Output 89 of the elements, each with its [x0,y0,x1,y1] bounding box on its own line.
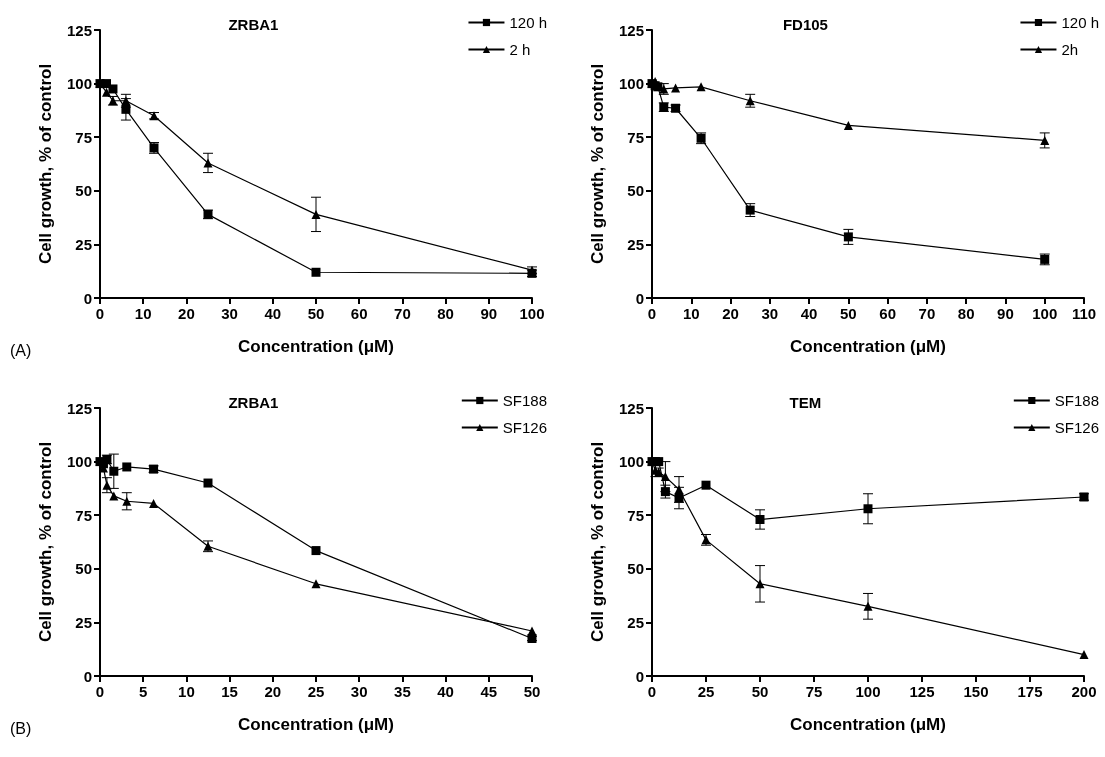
y-tick-label: 50 [627,560,644,578]
x-tick-label: 100 [519,305,545,322]
x-axis-title: Concentration (μM) [238,715,394,734]
y-tick-label: 125 [66,399,92,417]
y-tick-label: 125 [618,21,644,39]
x-tick-label: 110 [1071,305,1097,322]
y-tick-label: 125 [618,399,644,417]
y-tick-label: 100 [618,75,644,93]
x-tick-label: 100 [855,683,881,700]
y-tick-label: 25 [627,613,644,631]
x-tick-label: 125 [909,683,935,700]
x-tick-label: 20 [178,305,195,322]
y-tick-label: 75 [627,128,644,146]
y-tick-label: 100 [66,75,92,93]
x-tick-label: 90 [480,305,498,322]
chart-title: TEM [789,394,822,411]
y-axis-title: Cell growth, % of control [35,441,55,643]
y-axis-title: Cell growth, % of control [35,63,55,265]
y-tick-label: 25 [75,613,92,631]
y-tick-label: 75 [75,506,92,524]
y-tick-label: 50 [75,560,92,578]
x-tick-label: 35 [394,683,411,700]
legend-label: SF126 [502,419,548,436]
x-tick-label: 25 [307,683,325,700]
x-tick-label: 70 [394,305,411,322]
x-tick-label: 50 [840,305,857,322]
x-tick-label: 10 [178,683,195,700]
x-tick-label: 40 [264,305,282,322]
x-tick-label: 80 [437,305,454,322]
x-tick-label: 200 [1071,683,1097,700]
y-tick-label: 100 [618,453,644,471]
x-tick-label: 5 [139,683,148,700]
x-tick-label: 30 [221,305,238,322]
legend-label: 120 h [509,14,548,31]
legend-label: SF188 [502,392,548,409]
y-tick-label: 0 [635,289,644,307]
legend-label: 120 h [1061,14,1100,31]
y-tick-label: 75 [627,506,644,524]
y-axis-title: Cell growth, % of control [587,441,607,643]
x-tick-label: 30 [761,305,779,322]
x-tick-label: 50 [751,683,769,700]
x-tick-label: 50 [523,683,541,700]
x-tick-label: 0 [95,683,105,700]
y-tick-label: 100 [66,453,92,471]
x-axis-title: Concentration (μM) [790,715,946,734]
x-tick-label: 0 [95,305,105,322]
chart-title: ZRBA1 [228,16,279,33]
x-tick-label: 175 [1017,683,1043,700]
y-tick-label: 25 [627,235,644,253]
y-tick-label: 125 [66,21,92,39]
x-tick-label: 20 [264,683,282,700]
legend-label: SF188 [1054,392,1100,409]
x-tick-label: 45 [480,683,498,700]
x-tick-label: 25 [697,683,715,700]
x-tick-label: 60 [879,305,896,322]
y-tick-label: 25 [75,235,92,253]
x-axis-title: Concentration (μM) [790,337,946,356]
x-tick-label: 70 [918,305,936,322]
x-tick-label: 15 [221,683,238,700]
x-tick-label: 50 [307,305,325,322]
x-tick-label: 75 [805,683,823,700]
y-tick-label: 0 [83,667,92,685]
y-tick-label: 50 [75,182,92,200]
x-tick-label: 0 [647,305,657,322]
x-tick-label: 20 [722,305,739,322]
x-tick-label: 40 [437,683,454,700]
text: (A) [10,341,32,359]
x-tick-label: 90 [997,305,1014,322]
chart-title: ZRBA1 [228,394,279,411]
y-axis-title: Cell growth, % of control [587,63,607,265]
x-tick-label: 0 [647,683,657,700]
y-tick-label: 50 [627,182,644,200]
x-tick-label: 100 [1032,305,1058,322]
legend-label: 2h [1061,41,1079,58]
x-tick-label: 10 [682,305,700,322]
legend-label: 2 h [509,41,531,58]
y-tick-label: 75 [75,128,92,146]
y-tick-label: 0 [635,667,644,685]
text: (B) [10,719,32,737]
legend-label: SF126 [1054,419,1100,436]
x-tick-label: 30 [350,683,368,700]
x-tick-label: 80 [957,305,975,322]
x-tick-label: 10 [134,305,152,322]
chart-title: FD105 [782,16,828,33]
x-tick-label: 40 [800,305,818,322]
x-axis-title: Concentration (μM) [238,337,394,356]
x-tick-label: 60 [350,305,368,322]
x-tick-label: 150 [963,683,989,700]
y-tick-label: 0 [83,289,92,307]
